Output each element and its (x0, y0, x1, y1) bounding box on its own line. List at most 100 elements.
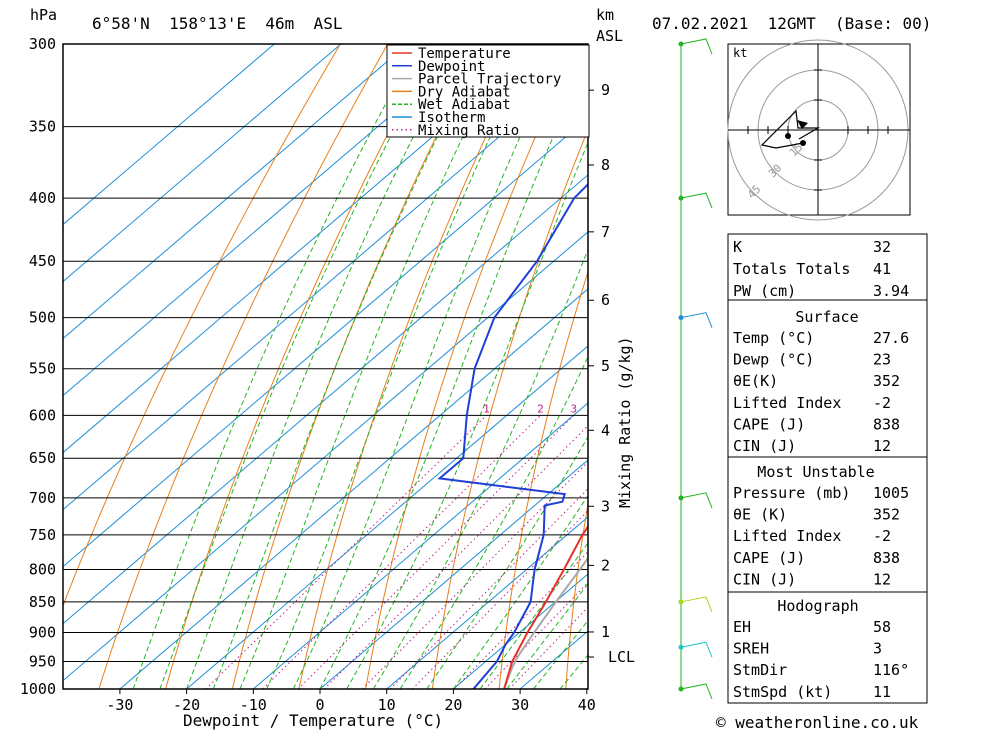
mixing-ratio-label: 2 (537, 402, 544, 415)
index-label-totals: Totals Totals (733, 260, 850, 278)
wet-adiabat-line (212, 44, 485, 689)
legend-label-mixing-ratio: Mixing Ratio (418, 123, 519, 139)
legend-label-parcel-trajectory: Parcel Trajectory (418, 72, 561, 88)
surface-row-value: 838 (873, 415, 900, 433)
mixing-ratio-line (262, 414, 541, 689)
most-unstable-row-value: 838 (873, 549, 900, 567)
index-value-totals: 41 (873, 260, 891, 278)
mixing-ratio-label: 10 (675, 402, 688, 415)
surface-row-label: Lifted Index (733, 394, 841, 412)
mixing-ratio-axis-title: Mixing Ratio (g/kg) (616, 336, 634, 508)
legend-box (386, 44, 590, 138)
wind-barbs (678, 38, 713, 700)
surface-row-value: -2 (873, 394, 891, 412)
mixing-ratio-label: 4 (595, 402, 602, 415)
stats-panel: K 32 Totals Totals 41 PW (cm) 3.94 Surfa… (727, 233, 928, 704)
pressure-tick-label: 950 (29, 653, 56, 671)
mixing-ratio-line (323, 425, 588, 689)
pressure-tick-label: 750 (29, 526, 56, 544)
km-tick-label: 1 (601, 623, 610, 641)
dry-adiabat-line (365, 44, 578, 689)
pressure-tick-label: 300 (29, 35, 56, 53)
isotherm-line (63, 44, 475, 397)
km-tick-label: 6 (601, 291, 610, 309)
wet-adiabat-line (319, 56, 588, 689)
surface-box (727, 299, 928, 458)
hodograph-row-label: EH (733, 618, 751, 636)
isotherm-line (63, 44, 275, 226)
dry-adiabat-line (950, 44, 1000, 689)
hodograph-stats-box (727, 591, 928, 704)
mixing-ratio-label: 3 (571, 402, 578, 415)
surface-row-value: 27.6 (873, 329, 909, 347)
isotherm-line (252, 402, 588, 689)
wet-adiabat-line (186, 44, 462, 689)
isotherm-line (63, 44, 408, 340)
mixing-ratio-line (484, 581, 588, 689)
most-unstable-row-value: 352 (873, 506, 900, 524)
datetime-title: 07.02.2021 12GMT (Base: 00) (652, 14, 931, 33)
wet-adiabat-line (479, 542, 588, 689)
km-tick-label: 3 (601, 497, 610, 515)
most-unstable-row-label: CIN (J) (733, 570, 796, 588)
index-label-pw: PW (cm) (733, 282, 796, 300)
wet-adiabat-line (426, 435, 588, 689)
mixing-ratio-line (389, 488, 588, 689)
wind-barb (680, 596, 713, 613)
km-tick-label: 7 (601, 223, 610, 241)
hodograph-row-value: 58 (873, 618, 891, 636)
surface-row-label: Dewp (°C) (733, 351, 814, 369)
mixing-ratio-line (453, 551, 588, 689)
pressure-tick-label: 850 (29, 593, 56, 611)
wind-barb (680, 641, 713, 658)
isotherm-line (63, 60, 588, 511)
surface-row-value: 12 (873, 437, 891, 455)
wet-adiabat-line (159, 44, 440, 689)
surface-row-label: CAPE (J) (733, 415, 805, 433)
mixing-ratio-label: 8 (657, 402, 664, 415)
hodograph-row-label: StmDir (733, 661, 787, 679)
wind-barb (680, 683, 713, 700)
x-tick-label: 0 (315, 696, 324, 714)
wind-barb (680, 492, 713, 509)
isotherm-line (63, 117, 588, 568)
index-value-k: 32 (873, 238, 891, 256)
most-unstable-row-label: CAPE (J) (733, 549, 805, 567)
mixing-ratio-label: 15 (714, 402, 727, 415)
mixing-ratio-line (297, 414, 575, 689)
dry-adiabat-line (98, 44, 389, 689)
km-label: km (596, 6, 614, 24)
x-tick-label: -20 (173, 696, 200, 714)
isotherm-line (386, 516, 588, 689)
dry-adiabat-line (231, 44, 483, 689)
most-unstable-row-value: 12 (873, 570, 891, 588)
legend-label-isotherm: Isotherm (418, 110, 485, 126)
location-title: 6°58'N 158°13'E 46m ASL (92, 14, 342, 33)
mixing-ratio-line (361, 461, 588, 689)
x-tick-label: -10 (240, 696, 267, 714)
hodograph-row-label: StmSpd (kt) (733, 683, 832, 701)
pressure-tick-label: 800 (29, 560, 56, 578)
wind-barb (680, 192, 713, 209)
hodograph-stats-title: Hodograph (777, 597, 858, 615)
wind-barb (680, 38, 713, 55)
wet-adiabat-line (239, 44, 509, 689)
km-tick-label: 2 (601, 556, 610, 574)
lcl-label: LCL (608, 648, 635, 666)
isotherm-line (319, 459, 588, 689)
surface-row-label: CIN (J) (733, 437, 796, 455)
x-tick-label: 30 (511, 696, 529, 714)
surface-row-label: Temp (°C) (733, 329, 814, 347)
x-tick-label: -30 (106, 696, 133, 714)
km-tick-label: 5 (601, 357, 610, 375)
most-unstable-row-value: -2 (873, 527, 891, 545)
mixing-ratio-line (412, 509, 588, 689)
legend-label-temperature: Temperature (418, 46, 511, 62)
legend-label-dewpoint: Dewpoint (418, 59, 485, 75)
pressure-tick-label: 900 (29, 624, 56, 642)
dry-adiabat-line (565, 500, 588, 689)
hodograph-row-label: SREH (733, 640, 769, 658)
surface-row-value: 352 (873, 372, 900, 390)
